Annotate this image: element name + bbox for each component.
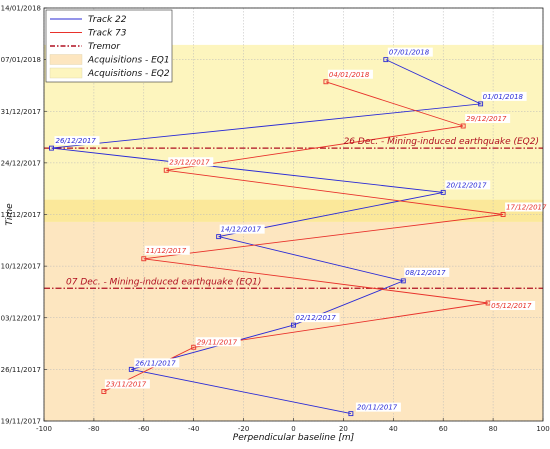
data-point: [400, 278, 406, 284]
y-axis-title: Time: [5, 203, 15, 226]
data-label-bg: [404, 267, 450, 277]
x-tick-label: 60: [439, 425, 448, 433]
data-label-bg: [144, 245, 190, 255]
y-tick-label: 14/01/2018: [1, 5, 41, 13]
data-point: [191, 344, 197, 350]
tremor-annotation: 07 Dec. - Mining-induced earthquake (EQ1…: [66, 277, 261, 287]
data-label-bg: [294, 313, 340, 323]
y-tick-label: 07/01/2018: [1, 56, 41, 64]
legend-label: Acquisitions - EQ1: [87, 56, 170, 66]
data-label-bg: [195, 337, 241, 347]
data-label: 29/12/2017: [466, 115, 507, 123]
band-2: [44, 199, 543, 222]
x-tick-label: -100: [36, 425, 52, 433]
y-tick-label: 19/11/2017: [1, 418, 41, 426]
x-tick-label: -40: [188, 425, 199, 433]
data-label-bg: [445, 180, 491, 190]
x-tick-label: 20: [339, 425, 348, 433]
data-label: 20/12/2017: [446, 181, 487, 189]
x-tick-label: 80: [489, 425, 498, 433]
data-label-bg: [355, 402, 401, 412]
data-point: [323, 79, 329, 85]
data-label: 05/12/2017: [491, 302, 532, 310]
data-label: 14/12/2017: [221, 226, 262, 234]
tremor-annotation: 26 Dec. - Mining-induced earthquake (EQ2…: [344, 137, 539, 147]
data-label-bg: [490, 301, 536, 310]
data-label-bg: [54, 136, 100, 146]
data-point: [478, 101, 484, 107]
series-line-2: [103, 81, 504, 392]
data-point: [348, 411, 354, 417]
legend-label: Acquisitions - EQ2: [87, 69, 170, 79]
data-label: 07/01/2018: [389, 49, 430, 57]
data-point: [163, 167, 169, 173]
y-tick-label: 26/11/2017: [1, 366, 41, 374]
data-label: 04/01/2018: [329, 71, 370, 79]
data-label: 20/11/2017: [357, 404, 398, 412]
data-point: [101, 389, 107, 394]
data-label: 17/12/2017: [506, 204, 547, 212]
x-tick-label: 0: [291, 425, 295, 433]
data-label: 11/12/2017: [146, 247, 187, 255]
data-label-bg: [104, 379, 150, 389]
data-point: [49, 145, 54, 151]
data-point: [291, 322, 296, 328]
data-point: [460, 123, 466, 129]
data-label-bg: [505, 202, 550, 212]
x-tick-label: -80: [88, 425, 99, 433]
legend-swatch: [49, 54, 83, 65]
data-label-bg: [465, 114, 511, 123]
data-label: 26/12/2017: [55, 137, 96, 145]
data-label: 23/11/2017: [106, 381, 147, 389]
data-label: 29/11/2017: [197, 338, 238, 346]
legend-label: Track 73: [88, 29, 127, 39]
data-point: [500, 212, 506, 217]
data-point: [216, 234, 222, 240]
y-tick-label: 10/12/2017: [1, 263, 41, 271]
data-point: [383, 57, 389, 63]
x-tick-label: 100: [536, 425, 549, 433]
data-label-bg: [168, 157, 214, 167]
data-label: 02/12/2017: [296, 314, 337, 322]
series-line-1: [51, 59, 483, 415]
x-axis-title: Perpendicular baseline [m]: [233, 433, 355, 443]
y-tick-label: 03/12/2017: [1, 314, 41, 322]
data-point: [141, 256, 147, 262]
data-label-bg: [134, 358, 180, 368]
y-tick-label: 31/12/2017: [1, 108, 41, 116]
x-tick-label: 40: [389, 425, 398, 433]
y-tick-label: 24/12/2017: [1, 159, 41, 167]
data-label-bg: [327, 69, 373, 79]
data-label: 01/01/2018: [483, 93, 524, 101]
data-label-bg: [219, 224, 265, 234]
x-tick-label: -60: [138, 425, 149, 433]
y-tick-label: 17/12/2017: [1, 211, 41, 219]
x-tick-label: -20: [238, 425, 249, 433]
legend-label: Tremor: [88, 42, 121, 52]
data-label: 08/12/2017: [405, 269, 446, 277]
data-point: [128, 366, 134, 372]
data-label-bg: [387, 47, 433, 57]
data-point: [440, 189, 446, 195]
data-label: 26/11/2017: [135, 359, 176, 367]
legend-label: Track 22: [88, 15, 127, 25]
data-label-bg: [481, 91, 527, 101]
legend-swatch: [49, 67, 83, 79]
data-label: 23/12/2017: [169, 158, 210, 166]
